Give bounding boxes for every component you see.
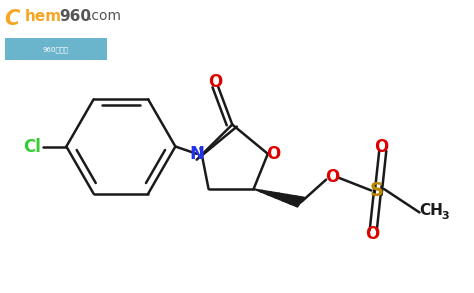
- Text: N: N: [189, 145, 204, 163]
- Text: .com: .com: [88, 9, 122, 23]
- Text: Cl: Cl: [23, 137, 41, 156]
- Text: 960化工网: 960化工网: [42, 46, 69, 52]
- FancyBboxPatch shape: [5, 38, 107, 60]
- Text: 960: 960: [59, 9, 91, 24]
- Polygon shape: [254, 189, 304, 207]
- Text: CH: CH: [419, 203, 443, 219]
- Text: O: O: [365, 225, 379, 243]
- Text: S: S: [370, 181, 384, 200]
- Text: O: O: [266, 145, 281, 163]
- Text: O: O: [325, 168, 339, 186]
- Text: 3: 3: [442, 211, 449, 221]
- Text: hem: hem: [25, 9, 62, 24]
- Text: O: O: [374, 137, 389, 156]
- Text: C: C: [5, 9, 20, 29]
- Text: O: O: [209, 73, 223, 91]
